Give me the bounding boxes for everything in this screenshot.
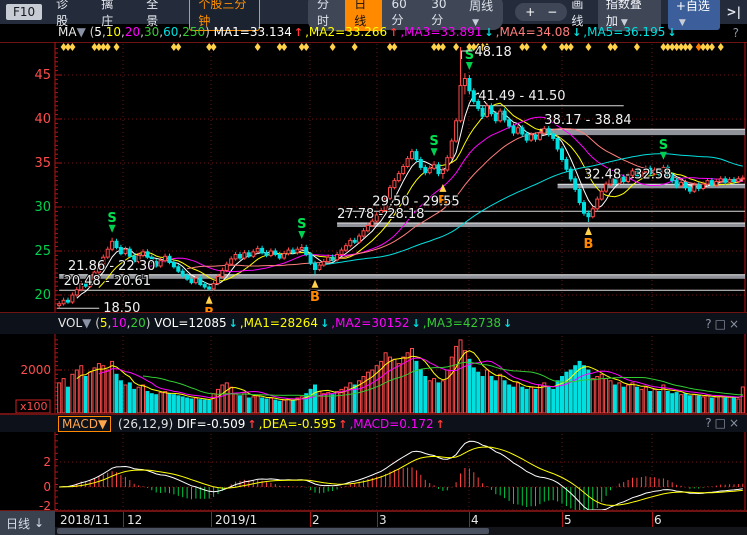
svg-text:S: S bbox=[659, 138, 668, 153]
svg-text:-2: -2 bbox=[39, 499, 51, 511]
x-axis-label: 5 bbox=[564, 513, 572, 527]
svg-text:38.17 - 38.84: 38.17 - 38.84 bbox=[544, 113, 631, 128]
x-axis-label: 2 bbox=[312, 513, 320, 527]
ma-indicator-row[interactable]: MA ▼ (5, 10, 20, 30, 60, 250) MA1=33.134 ↑ ,MA2=… bbox=[58, 25, 677, 39]
period-tabs: 分时 日线 60分 30分 周线▼ bbox=[308, 0, 504, 31]
svg-text:25: 25 bbox=[34, 244, 51, 259]
svg-text:2000: 2000 bbox=[20, 363, 51, 377]
svg-text:27.78 - 28.18: 27.78 - 28.18 bbox=[337, 207, 424, 222]
help-icon[interactable]: ? bbox=[705, 416, 715, 430]
x-axis-tick bbox=[377, 512, 378, 527]
x-axis-tick bbox=[469, 512, 470, 527]
vol-panel-icons: ?□× bbox=[705, 317, 742, 331]
maximize-icon[interactable]: □ bbox=[714, 317, 729, 331]
stock-3min-button[interactable]: 个股三分钟 bbox=[189, 0, 260, 31]
x-axis-label: 6 bbox=[654, 513, 662, 527]
macd-chart[interactable]: 2 0 -2 bbox=[0, 432, 747, 511]
zoom-pill: + − bbox=[515, 3, 568, 21]
svg-text:18.50: 18.50 bbox=[103, 301, 140, 312]
svg-text:S: S bbox=[297, 217, 306, 232]
x-axis-tick bbox=[123, 512, 124, 527]
volume-panel-header bbox=[0, 312, 747, 334]
help-icon[interactable]: ? bbox=[705, 317, 715, 331]
arrow-down-icon: ↓ bbox=[34, 516, 45, 530]
nav-panorama[interactable]: 全景 bbox=[146, 0, 159, 28]
index-overlay-dropdown[interactable]: 指数叠加 ▼ bbox=[597, 0, 661, 31]
x-axis-label: 2018/11 bbox=[60, 513, 110, 527]
svg-text:S: S bbox=[107, 211, 116, 226]
chevron-down-icon: ▼ bbox=[472, 17, 480, 28]
svg-text:45: 45 bbox=[34, 68, 51, 83]
tab-30min[interactable]: 30分 bbox=[422, 0, 463, 30]
svg-text:21.86 - 22.30: 21.86 - 22.30 bbox=[68, 259, 155, 274]
f10-button[interactable]: F10 bbox=[6, 4, 43, 20]
svg-text:S: S bbox=[465, 48, 474, 63]
svg-text:B: B bbox=[583, 237, 593, 252]
chevron-down-icon: ▼ bbox=[678, 17, 686, 28]
svg-text:20.48 - 20.61: 20.48 - 20.61 bbox=[64, 274, 151, 289]
maximize-icon[interactable]: □ bbox=[714, 416, 729, 430]
vol-indicator-row[interactable]: VOL ▼ (5, 10, 20) VOL=12085 ↓ ,MA1=28264 ↓ ,MA2… bbox=[58, 316, 513, 330]
nav-catch-banker[interactable]: 擒庄 bbox=[101, 0, 114, 28]
tab-daily[interactable]: 日线 bbox=[345, 0, 383, 31]
volume-chart[interactable]: 2000 x100 bbox=[0, 334, 747, 414]
close-icon[interactable]: × bbox=[728, 317, 742, 331]
svg-text:35: 35 bbox=[34, 156, 51, 171]
macd-panel-icons: ?□× bbox=[705, 416, 742, 430]
svg-text:41.49 - 41.50: 41.49 - 41.50 bbox=[478, 89, 565, 104]
svg-text:B: B bbox=[438, 194, 448, 209]
svg-text:S: S bbox=[429, 134, 438, 149]
svg-text:30: 30 bbox=[34, 200, 51, 215]
x-axis-label: 4 bbox=[471, 513, 479, 527]
x-axis-tick bbox=[211, 512, 212, 527]
x-axis-tick bbox=[310, 512, 311, 527]
draw-line-button[interactable]: 画线 bbox=[571, 0, 584, 28]
svg-text:0: 0 bbox=[43, 480, 51, 494]
svg-text:40: 40 bbox=[34, 112, 51, 127]
svg-text:2: 2 bbox=[43, 455, 51, 469]
x-axis-tick bbox=[652, 512, 653, 527]
close-icon[interactable]: × bbox=[728, 416, 742, 430]
svg-text:29.50 - 29.55: 29.50 - 29.55 bbox=[372, 195, 459, 210]
x-axis-label: 2019/1 bbox=[215, 513, 258, 527]
tab-weekly-dropdown[interactable]: 周线▼ bbox=[462, 0, 504, 30]
zoom-in-button[interactable]: + bbox=[525, 5, 536, 19]
tab-60min[interactable]: 60分 bbox=[382, 0, 423, 30]
svg-text:48.18: 48.18 bbox=[475, 45, 512, 60]
toolbar: F10 诊股 擒庄 全景 个股三分钟 分时 日线 60分 30分 周线▼ + −… bbox=[0, 0, 747, 31]
macd-panel-header bbox=[0, 414, 747, 432]
svg-text:B: B bbox=[310, 290, 320, 305]
x-axis-tick bbox=[562, 512, 563, 527]
macd-indicator-row[interactable]: MACD▼ (26,12,9) DIF=-0.509 ↑ ,DEA=-0.595 ↑,… bbox=[58, 416, 447, 432]
svg-text:B: B bbox=[204, 306, 214, 312]
x-axis: 2018/11 12 2019/1 2 3 4 5 6 bbox=[55, 511, 747, 527]
toolbar-right: 画线 指数叠加 ▼ +自选▼ >| bbox=[571, 0, 741, 31]
svg-text:32.48 - 32.58: 32.48 - 32.58 bbox=[584, 167, 671, 182]
svg-text:20: 20 bbox=[34, 288, 51, 303]
chevron-down-icon: ▼ bbox=[620, 18, 628, 28]
zoom-out-button[interactable]: − bbox=[547, 5, 558, 19]
add-watchlist-dropdown[interactable]: +自选▼ bbox=[667, 0, 720, 30]
scrollbar-track[interactable] bbox=[55, 527, 747, 535]
x-axis-label: 12 bbox=[127, 513, 143, 527]
x-axis-label: 3 bbox=[379, 513, 387, 527]
tab-intraday[interactable]: 分时 bbox=[308, 0, 346, 31]
collapse-panel-icon[interactable]: >| bbox=[726, 5, 741, 19]
svg-text:x100: x100 bbox=[20, 400, 48, 413]
nav-diagnose-stock[interactable]: 诊股 bbox=[56, 0, 69, 28]
period-selector[interactable]: 日线 ↓ bbox=[0, 511, 55, 535]
scrollbar-thumb[interactable] bbox=[57, 528, 489, 534]
main-help-icon[interactable]: ? bbox=[732, 26, 742, 40]
